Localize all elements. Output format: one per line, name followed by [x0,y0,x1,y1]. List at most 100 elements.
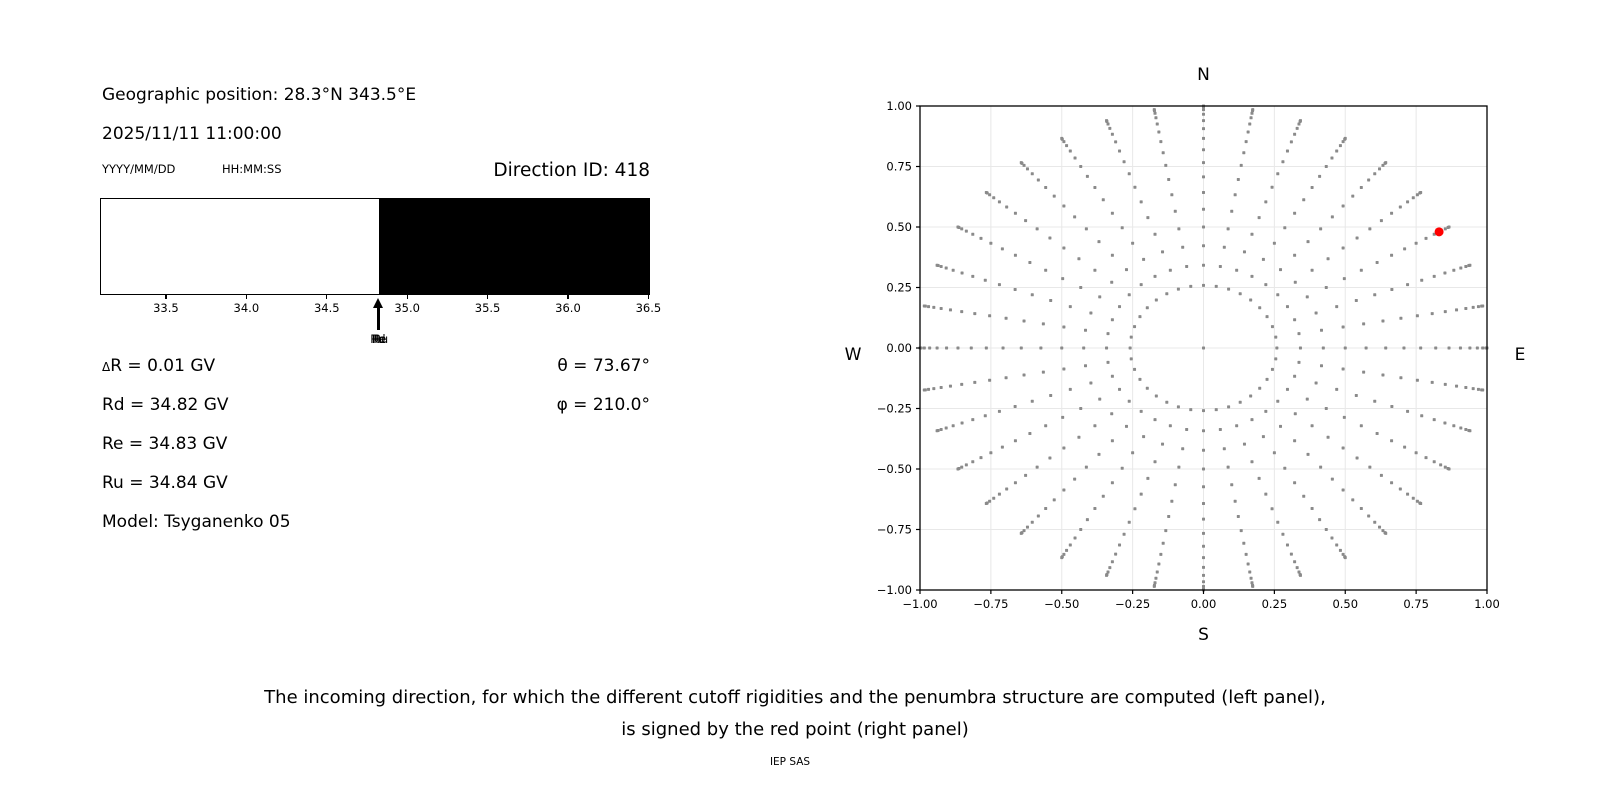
direction-dot [1005,205,1009,209]
direction-dot [1293,412,1297,416]
direction-dot [1319,364,1323,368]
direction-dot [1314,381,1318,385]
direction-dot [1079,407,1083,410]
direction-dot [1264,200,1268,204]
direction-dot [1159,140,1163,144]
direction-dot [1430,380,1434,384]
direction-dot [1153,581,1157,585]
direction-dot [1073,477,1077,481]
direction-dot [964,229,968,233]
cutoff-marker-label-re: Re [371,332,387,346]
direction-dot [935,429,939,433]
date-format-label: YYYY/MM/DD [102,162,176,176]
direction-dot [1384,161,1388,165]
direction-dot [1110,253,1114,257]
geographic-position-label: Geographic position: 28.3°N 343.5°E [102,85,417,105]
direction-dot [932,305,936,309]
direction-dot [1098,295,1102,299]
direction-dot [1281,160,1285,164]
direction-dot [1202,346,1205,350]
direction-dot [1250,418,1254,422]
direction-dot [932,387,936,391]
direction-dot [1065,144,1069,148]
direction-dot [1414,241,1418,245]
direction-id-label: Direction ID: 418 [493,160,650,181]
direction-dot [1321,346,1325,350]
direction-dot [1202,119,1205,123]
direction-dot [1319,328,1323,332]
direction-dot [1384,346,1388,350]
direction-dot [1062,140,1066,144]
direction-dot [1305,397,1309,401]
direction-dot [1351,498,1355,502]
direction-dot [1024,219,1028,223]
credit-label: IEP SAS [769,756,811,768]
direction-dot [1036,178,1040,182]
direction-dot [928,346,932,350]
direction-dot [1341,140,1345,144]
direction-dot [1330,536,1334,540]
direction-dot [1270,507,1274,511]
direction-dot [1390,481,1394,485]
direction-dot [1283,226,1287,230]
direction-dot [1176,405,1180,409]
direction-dot [1293,560,1297,564]
direction-dot [1049,299,1053,303]
direction-dot [1285,305,1289,309]
direction-dot [1233,193,1237,197]
direction-dot [1013,253,1017,257]
direction-dot [1079,528,1083,531]
direction-dot [1242,541,1246,545]
x-tick-label: 0.50 [1332,597,1358,611]
direction-dot [1468,346,1472,350]
direction-dot [1062,488,1066,492]
direction-dot [1153,460,1157,464]
direction-dot [945,346,949,350]
penumbra-x-tick-label: 34.0 [233,301,260,315]
direction-dot [960,465,964,469]
direction-dot [922,388,926,392]
direction-dot [1330,156,1334,160]
cutoff-marker-label-ru: Ru [373,332,389,346]
direction-dot [1202,283,1205,287]
direction-dot [1341,446,1345,450]
x-tick-label: −1.00 [902,597,937,611]
direction-dot [1154,298,1158,302]
direction-dot [1305,295,1309,299]
direction-dot [1285,149,1289,153]
direction-dot [1261,257,1265,261]
direction-dot [992,196,996,200]
direction-dot [1359,185,1363,189]
direction-dot [984,346,988,350]
direction-dot [1036,514,1040,518]
y-tick-label: 0.50 [886,220,912,234]
direction-dot [1062,367,1066,371]
x-tick-label: 0.75 [1403,597,1429,611]
direction-dot [935,346,939,350]
direction-dot [1127,172,1131,176]
cutoff-arrow-head [372,298,383,308]
direction-dot [1202,136,1205,140]
direction-dot [1264,492,1268,496]
direction-dot [1390,405,1394,409]
direction-dot [1106,122,1110,126]
direction-dot [997,409,1001,413]
direction-dot [1415,314,1419,318]
direction-dot [1019,346,1023,350]
direction-dot [1379,473,1383,477]
direction-dot [1293,439,1297,443]
cutoff-arrow-shaft [376,307,380,330]
direction-dot [1250,232,1254,236]
direction-dot [1257,216,1261,220]
direction-dot [1399,376,1403,380]
direction-dot [1044,424,1048,428]
direction-dot [1318,174,1322,178]
direction-dot [1367,514,1371,518]
direction-dot [1101,494,1105,498]
penumbra-x-tick-label: 34.5 [313,301,340,315]
direction-dot [1432,460,1436,464]
direction-dot [1355,456,1359,460]
direction-dot [1013,211,1017,215]
direction-dot [1420,414,1424,418]
x-tick-label: 0.25 [1262,597,1288,611]
